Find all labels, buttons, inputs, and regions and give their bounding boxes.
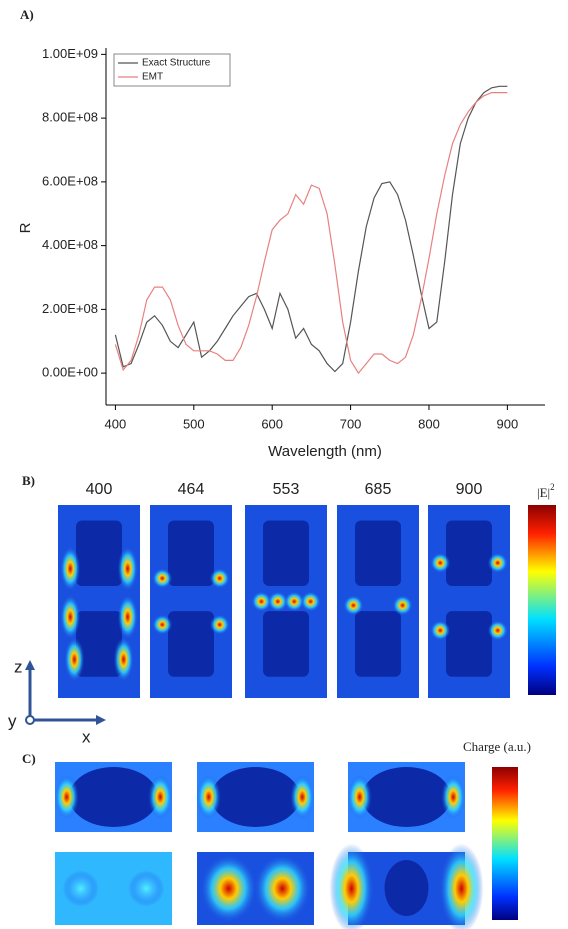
hotspot <box>54 775 79 819</box>
field-map-region <box>446 520 492 587</box>
field-map-region <box>168 611 214 677</box>
series-line <box>114 85 508 373</box>
field-map-region <box>168 520 214 587</box>
map-title: 553 <box>273 481 300 498</box>
panel-label: C) <box>22 751 36 766</box>
hotspot <box>290 775 315 819</box>
hotspot <box>60 594 81 639</box>
series-line <box>114 92 508 375</box>
legend-box <box>113 53 231 87</box>
hotspot <box>152 568 173 589</box>
colorbar <box>528 505 556 695</box>
colorbar-label-exp: 2 <box>550 482 555 492</box>
charge-map-region <box>69 767 158 827</box>
y-tick-label: 6.00E+08 <box>42 173 98 188</box>
axis-letter: y <box>8 711 17 730</box>
hotspot <box>347 775 372 819</box>
panel-label: A) <box>20 7 34 22</box>
hotspot <box>254 854 311 923</box>
x-tick-label: 600 <box>261 416 283 431</box>
hotspot <box>128 870 165 907</box>
charge-map-region <box>384 860 429 916</box>
colorbar-label: Charge (a.u.) <box>463 739 531 754</box>
hotspot <box>117 594 138 639</box>
hotspot <box>209 568 230 589</box>
hotspot <box>64 637 85 682</box>
hotspot <box>60 546 81 591</box>
field-map-region <box>355 611 401 677</box>
panel-label: B) <box>22 473 35 488</box>
map-title: 685 <box>365 481 392 498</box>
hotspot <box>300 591 321 612</box>
colorbar-label-base: |E| <box>537 485 550 500</box>
hotspot <box>267 591 288 612</box>
hotspot <box>148 775 173 819</box>
x-tick-label: 900 <box>497 416 519 431</box>
hotspot <box>392 595 413 616</box>
y-tick-label: 2.00E+08 <box>42 301 98 316</box>
axis-letter: x <box>82 727 91 746</box>
y-axis-label: R <box>17 222 34 233</box>
legend-label: Exact Structure <box>142 58 211 69</box>
map-title: 900 <box>456 481 483 498</box>
legend-label: EMT <box>142 72 163 83</box>
arrow-head <box>96 715 106 725</box>
hotspot <box>487 552 508 573</box>
y-tick-label: 1.00E+09 <box>42 46 98 61</box>
hotspot <box>152 614 173 635</box>
hotspot <box>284 591 305 612</box>
charge-map-region <box>362 767 451 827</box>
hotspot <box>329 843 374 929</box>
y-origin <box>25 715 35 725</box>
map-title: 464 <box>178 481 205 498</box>
charge-map-region <box>211 767 300 827</box>
arrow-head <box>25 660 35 670</box>
hotspot <box>430 620 451 641</box>
x-axis-label: Wavelength (nm) <box>268 443 382 460</box>
y-tick-label: 0.00E+00 <box>42 365 98 380</box>
hotspot <box>487 620 508 641</box>
hotspot <box>439 843 484 929</box>
hotspot <box>441 775 466 819</box>
hotspot <box>430 552 451 573</box>
hotspot <box>117 546 138 591</box>
axis-letter: z <box>14 657 23 676</box>
x-tick-label: 800 <box>418 416 440 431</box>
hotspot <box>343 595 364 616</box>
map-title: 400 <box>86 481 113 498</box>
x-tick-label: 400 <box>105 416 127 431</box>
hotspot <box>209 614 230 635</box>
colorbar-label: |E|2 <box>537 482 555 500</box>
field-map-region <box>76 611 122 677</box>
hotspot <box>251 591 272 612</box>
hotspot <box>113 637 134 682</box>
field-map-region <box>263 611 309 677</box>
field-map-region <box>355 520 401 587</box>
field-map-region <box>76 520 122 587</box>
y-tick-label: 4.00E+08 <box>42 237 98 252</box>
field-map-region <box>446 611 492 677</box>
field-map-region <box>263 520 309 587</box>
x-tick-label: 700 <box>340 416 362 431</box>
colorbar <box>492 767 518 920</box>
hotspot <box>200 854 257 923</box>
hotspot <box>196 775 221 819</box>
y-tick-label: 8.00E+08 <box>42 110 98 125</box>
x-tick-label: 500 <box>183 416 205 431</box>
hotspot <box>62 870 99 907</box>
